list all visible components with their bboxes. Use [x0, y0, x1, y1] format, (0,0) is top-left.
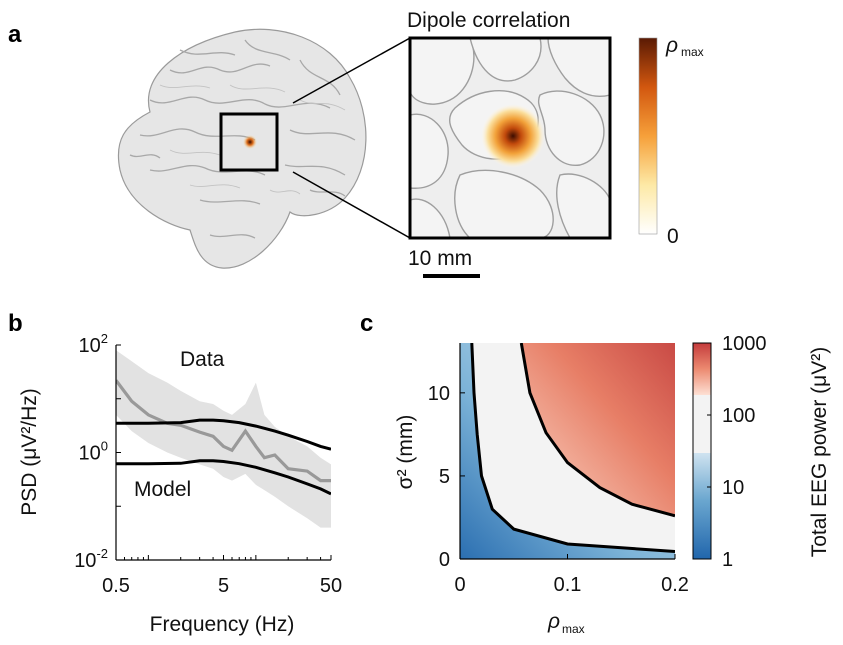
zoom-connector-top	[292, 37, 411, 104]
heatmap-surface	[460, 343, 675, 559]
zoomed-hotspot	[481, 104, 545, 168]
heatmap-region-low	[460, 343, 675, 559]
scale-bar-label: 10 mm	[408, 247, 472, 270]
panel-c-ytick-0: 0	[439, 549, 450, 571]
colorbar-c-ticks	[707, 342, 711, 560]
brain-illustration	[117, 28, 367, 269]
panel-b-xtick-5: 5	[218, 575, 229, 597]
zoom-region-box	[219, 112, 279, 172]
panel-c-ytick-10: 10	[428, 383, 450, 405]
panel-b-ytick-100: 102	[79, 331, 108, 357]
panel-b-minor-ticks	[115, 344, 332, 561]
annotation-model: Model	[134, 478, 191, 501]
panel-a-title: Dipole correlation	[407, 9, 570, 32]
panel-b-ylabel: PSD (μV²/Hz)	[18, 388, 41, 516]
colorbar-c-tick-1000: 1000	[722, 333, 767, 355]
panel-c-xtick-0.2: 0.2	[661, 574, 689, 596]
colorbar-a-min: 0	[667, 225, 679, 248]
panel-c-ticks	[459, 392, 676, 560]
contour-line-10	[470, 343, 675, 553]
panel-c-xtick-0: 0	[454, 574, 465, 596]
colorbar-c-tick-10: 10	[722, 477, 744, 499]
panel-label-c: c	[360, 310, 373, 337]
colorbar-a-title-sub: max	[681, 45, 704, 59]
colorbar-c-tick-1: 1	[722, 549, 733, 571]
panel-b-ytick-1: 100	[79, 439, 108, 465]
panel-b-xlabel: Frequency (Hz)	[150, 613, 295, 636]
panel-label-b: b	[8, 310, 23, 337]
colorbar-c	[692, 342, 712, 560]
zoomed-cortex	[410, 38, 610, 238]
panel-c-ytick-5: 5	[439, 466, 450, 488]
heatmap-region-high	[521, 343, 675, 516]
panel-b-ytick-0.01: 10-2	[74, 546, 108, 572]
colorbar-c-label: Total EEG power (μV²)	[808, 347, 831, 558]
data-line	[116, 379, 331, 483]
colorbar-c-tick-100: 100	[722, 405, 755, 427]
data-variability-band	[116, 350, 331, 528]
model-line-lower	[116, 459, 331, 496]
colorbar-a	[638, 37, 658, 235]
panel-b-xtick-0.5: 0.5	[102, 575, 130, 597]
hotspot-marker	[243, 135, 257, 149]
annotation-data: Data	[180, 348, 225, 371]
panel-c-xlabel: ρ	[547, 610, 560, 633]
panel-c-xlabel-sub: max	[562, 622, 585, 636]
panel-c-xtick-0.1: 0.1	[554, 574, 582, 596]
zoom-connector-bottom	[292, 171, 411, 239]
panel-c-ylabel: σ² (mm)	[394, 415, 417, 490]
colorbar-a-title: ρ	[665, 34, 678, 57]
contour-line-100	[519, 343, 675, 518]
zoom-frame	[408, 36, 612, 240]
panel-b-xtick-50: 50	[320, 575, 342, 597]
panel-label-a: a	[8, 21, 22, 48]
model-line-upper	[116, 418, 331, 451]
